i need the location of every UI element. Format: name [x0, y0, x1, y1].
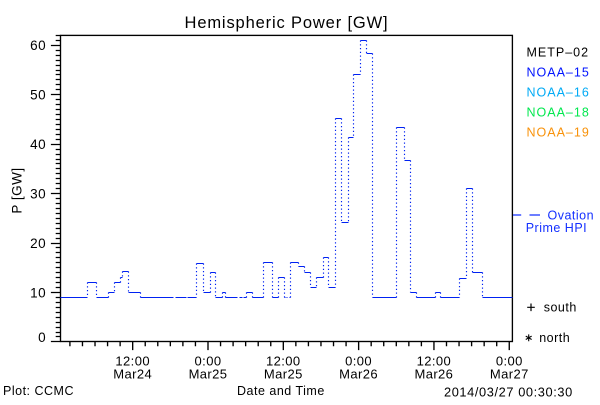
- svg-text:Mar27: Mar27: [490, 367, 529, 382]
- svg-text:Date and Time: Date and Time: [237, 384, 325, 398]
- svg-text:12:00: 12:00: [417, 354, 452, 369]
- svg-text:0:00: 0:00: [195, 354, 222, 369]
- svg-text:NOAA–16: NOAA–16: [527, 86, 590, 100]
- svg-text:30: 30: [30, 186, 46, 201]
- svg-text:Mar25: Mar25: [189, 367, 228, 382]
- svg-text:Mar26: Mar26: [339, 367, 378, 382]
- svg-text:12:00: 12:00: [266, 354, 301, 369]
- svg-text:50: 50: [30, 88, 46, 103]
- svg-text:Prime HPI: Prime HPI: [526, 221, 587, 235]
- svg-text:Ovation: Ovation: [548, 209, 595, 223]
- svg-text:0: 0: [38, 330, 46, 345]
- svg-text:40: 40: [30, 137, 46, 152]
- svg-text:NOAA–18: NOAA–18: [527, 106, 590, 120]
- svg-text:Mar26: Mar26: [414, 367, 453, 382]
- svg-text:20: 20: [30, 236, 46, 251]
- svg-text:10: 10: [30, 285, 46, 300]
- svg-text:Mar25: Mar25: [264, 367, 303, 382]
- svg-text:Plot: CCMC: Plot: CCMC: [3, 384, 74, 398]
- svg-text:Mar24: Mar24: [113, 367, 152, 382]
- svg-text:12:00: 12:00: [115, 354, 150, 369]
- svg-text:NOAA–19: NOAA–19: [527, 126, 590, 140]
- svg-text:NOAA–15: NOAA–15: [527, 66, 590, 80]
- svg-text:0:00: 0:00: [496, 354, 523, 369]
- svg-text:Hemispheric Power [GW]: Hemispheric Power [GW]: [185, 14, 389, 32]
- svg-text:P [GW]: P [GW]: [10, 167, 25, 213]
- svg-text:north: north: [539, 331, 570, 345]
- svg-text:60: 60: [30, 38, 46, 53]
- svg-text:0:00: 0:00: [345, 354, 372, 369]
- svg-text:south: south: [544, 301, 577, 315]
- svg-text:METP–02: METP–02: [527, 46, 590, 60]
- svg-text:2014/03/27 00:30:30: 2014/03/27 00:30:30: [444, 385, 573, 400]
